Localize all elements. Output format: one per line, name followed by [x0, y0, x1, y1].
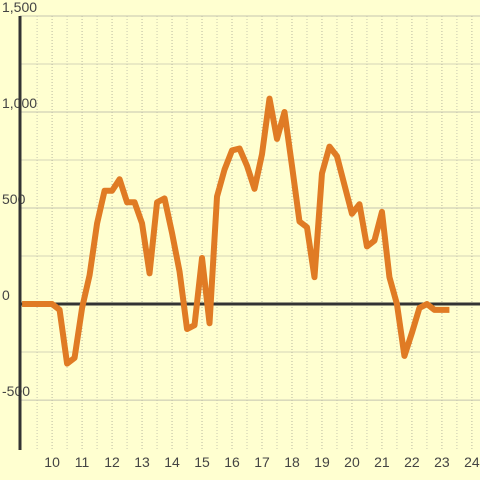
y-tick-label: -500: [2, 383, 30, 399]
y-tick-label: 0: [2, 287, 10, 303]
data-line: [22, 95, 450, 367]
x-tick-label: 22: [404, 454, 420, 470]
x-tick-label: 16: [224, 454, 240, 470]
x-tick-label: 14: [164, 454, 180, 470]
x-tick-label: 10: [44, 454, 60, 470]
x-tick-label: 21: [374, 454, 390, 470]
x-tick-label: 19: [314, 454, 330, 470]
x-tick-label: 20: [344, 454, 360, 470]
x-tick-label: 12: [104, 454, 120, 470]
x-tick-label: 11: [75, 454, 90, 470]
y-tick-label: 500: [2, 191, 26, 207]
x-tick-label: 13: [134, 454, 150, 470]
x-tick-label: 15: [194, 454, 210, 470]
x-tick-label: 24: [464, 454, 480, 470]
x-tick-label: 23: [434, 454, 450, 470]
x-tick-label: 17: [254, 454, 270, 470]
x-tick-label: 18: [284, 454, 300, 470]
y-tick-label: 1,500: [2, 0, 37, 15]
